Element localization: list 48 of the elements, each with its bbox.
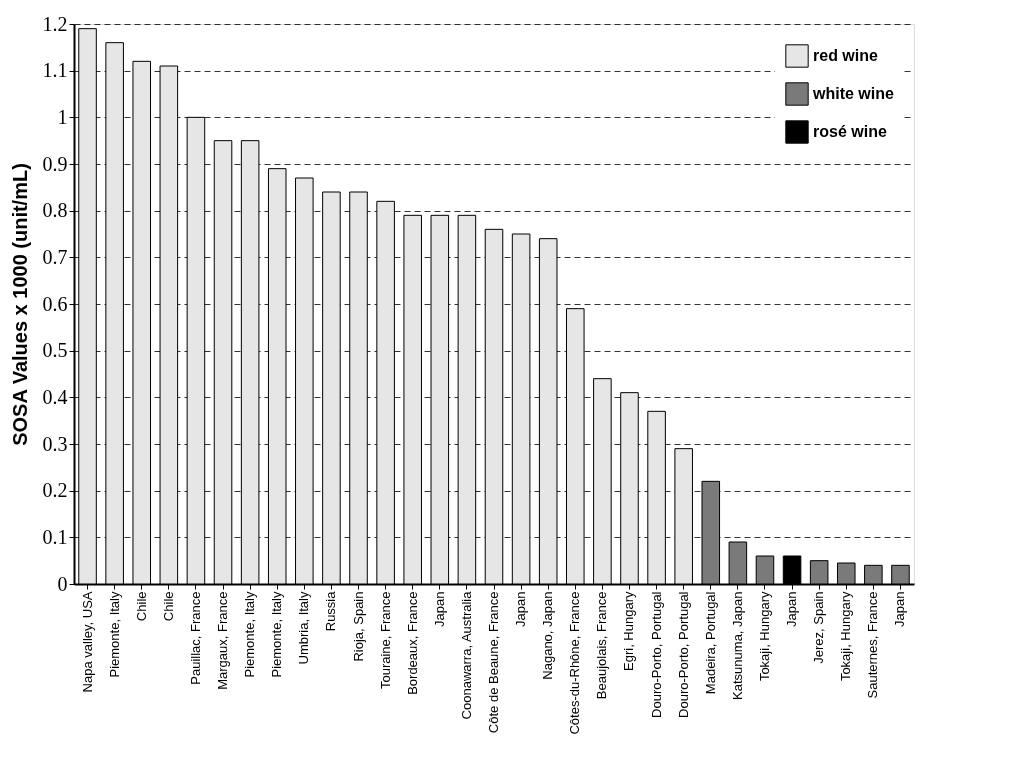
x-tick-label: Douro-Porto, Portugal [675, 591, 691, 718]
y-tick-label: 1 [57, 105, 68, 128]
x-tick-label: Russia [323, 590, 339, 632]
x-tick-label: Napa valley, USA [79, 591, 95, 693]
y-axis-title: SOSA Values x 1000 (unit/mL) [8, 163, 31, 446]
x-tick-label: Egri, Hungary [621, 591, 637, 671]
x-tick-label: Tokaji, Hungary [756, 591, 772, 682]
x-tick-label: Rioja, Spain [350, 591, 366, 662]
y-tick-label: 0.3 [42, 432, 68, 455]
x-tick-label: Bordeaux, France [404, 591, 420, 695]
x-tick-label: Coonawarra, Australia [458, 590, 474, 720]
y-tick-label: 1.2 [42, 12, 68, 35]
x-tick-label: Piemonte, Italy [269, 591, 285, 678]
x-tick-label: Chile [160, 591, 176, 622]
y-tick-label: 1.1 [42, 59, 68, 82]
x-tick-label: Jerez, Spain [811, 591, 827, 664]
x-tick-label: Umbria, Italy [296, 591, 312, 665]
x-tick-label: Katsunuma, Japan [729, 591, 745, 700]
x-tick-label: Sauternes, France [865, 591, 881, 699]
x-tick-label: Douro-Porto, Portugal [648, 591, 664, 718]
x-tick-label: Japan [892, 591, 908, 627]
x-tick-label: Japan [513, 591, 529, 627]
x-tick-label: Piemonte, Italy [242, 591, 258, 678]
x-tick-label: Côte de Beaune, France [486, 591, 501, 734]
legend-label: white wine [812, 85, 894, 102]
x-tick-label: Madeira, Portugal [702, 591, 718, 695]
x-tick-label: Tokaji, Hungary [838, 591, 854, 682]
x-tick-label: Japan [431, 591, 447, 627]
y-tick-label: 0.2 [42, 479, 68, 502]
y-tick-label: 0.8 [42, 199, 68, 222]
legend-label: red wine [813, 47, 879, 64]
x-tick-label: Nagano, Japan [540, 591, 556, 680]
x-tick-label: Touraine, France [377, 591, 393, 690]
x-tick-label: Piemonte, Italy [106, 591, 122, 678]
legend-label: rosé wine [813, 123, 887, 140]
y-tick-label: 0.9 [42, 152, 68, 175]
x-tick-label: Côtes-du-Rhône, France [567, 591, 583, 735]
y-tick-label: 0.7 [42, 245, 68, 268]
x-tick-label: Margaux, France [215, 591, 231, 690]
y-tick-label: 0 [57, 572, 68, 595]
x-tick-label: Japan [784, 591, 800, 627]
x-tick-label: Pauillac, France [187, 591, 203, 685]
y-tick-label: 0.1 [42, 525, 68, 548]
x-tick-label: Chile [133, 591, 149, 622]
x-tick-label: Beaujolais, France [594, 591, 610, 700]
y-tick-label: 0.6 [42, 292, 68, 315]
y-tick-label: 0.4 [42, 385, 68, 408]
y-tick-label: 0.5 [42, 339, 68, 362]
